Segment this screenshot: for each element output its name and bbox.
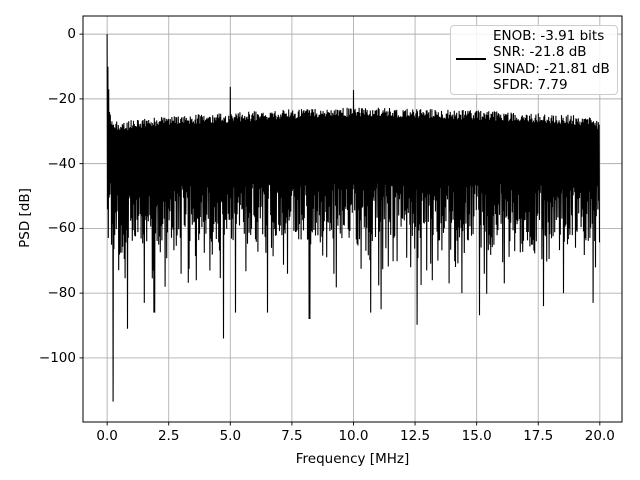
x-tick-label: 10.0 — [338, 428, 369, 444]
legend-line-sample — [456, 58, 486, 60]
x-tick-label: 17.5 — [523, 428, 554, 444]
x-tick-label: 7.5 — [281, 428, 303, 444]
legend-text: ENOB: -3.91 bits SNR: -21.8 dB SINAD: -2… — [493, 28, 610, 93]
y-tick-label: 0 — [67, 26, 76, 43]
y-tick-label: −40 — [47, 155, 77, 172]
y-tick-label: −80 — [47, 285, 77, 302]
x-tick-label: 0.0 — [96, 428, 118, 444]
plot-frame — [82, 15, 623, 423]
x-axis-label: Frequency [MHz] — [295, 451, 410, 467]
y-tick-label: −20 — [47, 90, 77, 107]
y-tick-label: −60 — [47, 220, 77, 237]
x-tick-label: 5.0 — [219, 428, 242, 444]
y-tick-label: −100 — [38, 349, 76, 366]
legend: ENOB: -3.91 bits SNR: -21.8 dB SINAD: -2… — [450, 25, 618, 95]
x-tick-label: 15.0 — [461, 428, 492, 444]
x-tick-label: 20.0 — [584, 428, 615, 444]
y-axis-label: PSD [dB] — [17, 188, 33, 248]
psd-trace — [106, 34, 601, 402]
x-tick-label: 12.5 — [400, 428, 431, 444]
legend-stat-snr: SNR: -21.8 dB — [493, 44, 587, 61]
x-tick-label: 2.5 — [157, 428, 180, 444]
legend-stat-sinad: SINAD: -21.81 dB — [493, 60, 610, 77]
legend-stat-enob: ENOB: -3.91 bits — [493, 28, 605, 44]
legend-stat-sfdr: SFDR: 7.79 — [493, 76, 568, 93]
